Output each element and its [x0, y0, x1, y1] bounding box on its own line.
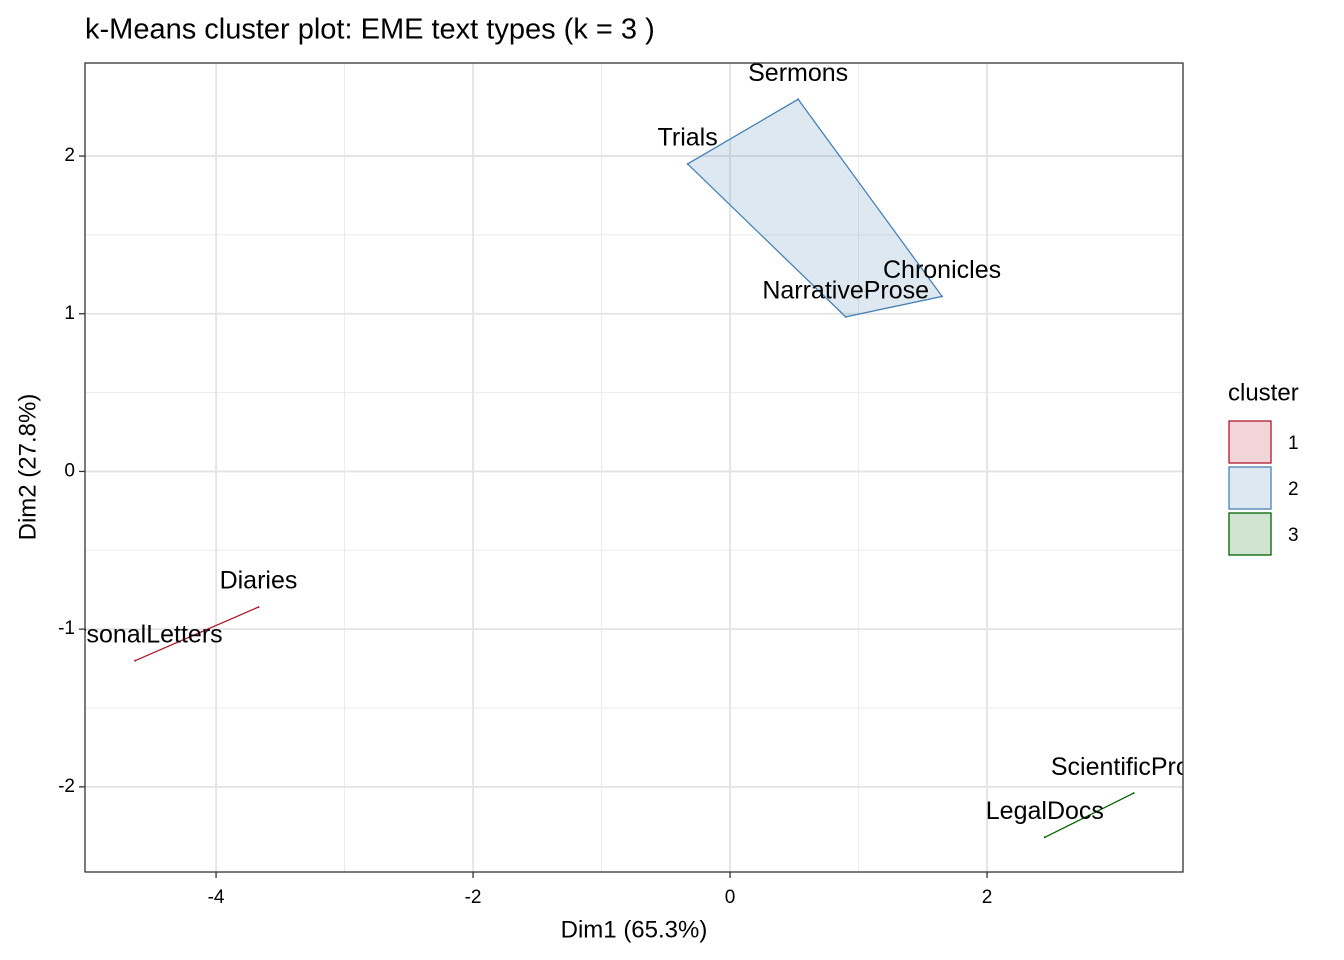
legend: 1 2 3 — [1228, 420, 1299, 556]
legend-label: 2 — [1288, 479, 1299, 500]
point-label: ScientificProse — [1051, 753, 1216, 781]
y-tick-label: 2 — [64, 145, 75, 166]
y-axis-title: Dim2 (27.8%) — [14, 394, 41, 541]
point-label: NarrativeProse — [762, 277, 929, 305]
legend-key — [1228, 512, 1272, 556]
point-label: Chronicles — [883, 256, 1001, 284]
x-axis-title: Dim1 (65.3%) — [561, 916, 708, 943]
y-tick-label: 0 — [64, 460, 75, 481]
point-label: Diaries — [220, 567, 298, 595]
x-tick-label: 0 — [725, 887, 736, 908]
axes: -4 -2 0 2 -2 -1 0 1 2 — [58, 145, 992, 908]
legend-key — [1228, 420, 1272, 464]
y-tick-label: 1 — [64, 303, 75, 324]
y-tick-label: -1 — [58, 618, 75, 639]
plot-marks: Diaries PersonalLetters Sermons Trials Chron… — [48, 59, 1216, 839]
point — [1043, 836, 1046, 839]
point — [686, 162, 689, 165]
panel-border — [84, 62, 1184, 873]
point — [257, 606, 260, 609]
point — [134, 659, 137, 662]
y-tick-label: -2 — [58, 776, 75, 797]
point-label: Sermons — [748, 59, 848, 87]
x-tick-label: 2 — [982, 887, 993, 908]
point-label: Trials — [658, 124, 718, 152]
legend-label: 3 — [1288, 525, 1299, 546]
x-tick-label: -2 — [465, 887, 482, 908]
legend-label: 1 — [1288, 433, 1299, 454]
legend-title: cluster — [1228, 379, 1299, 406]
grid — [85, 63, 1183, 872]
chart-title: k-Means cluster plot: EME text types (k … — [85, 14, 655, 46]
point — [797, 98, 800, 101]
legend-key — [1228, 466, 1272, 510]
point — [844, 315, 847, 318]
point — [1132, 792, 1135, 795]
x-tick-label: -4 — [208, 887, 225, 908]
cluster-hull — [1044, 792, 1134, 838]
point-label: PersonalLetters — [48, 620, 223, 648]
cluster-hull — [134, 606, 259, 662]
point-label: LegalDocs — [986, 797, 1104, 825]
point — [941, 295, 944, 298]
